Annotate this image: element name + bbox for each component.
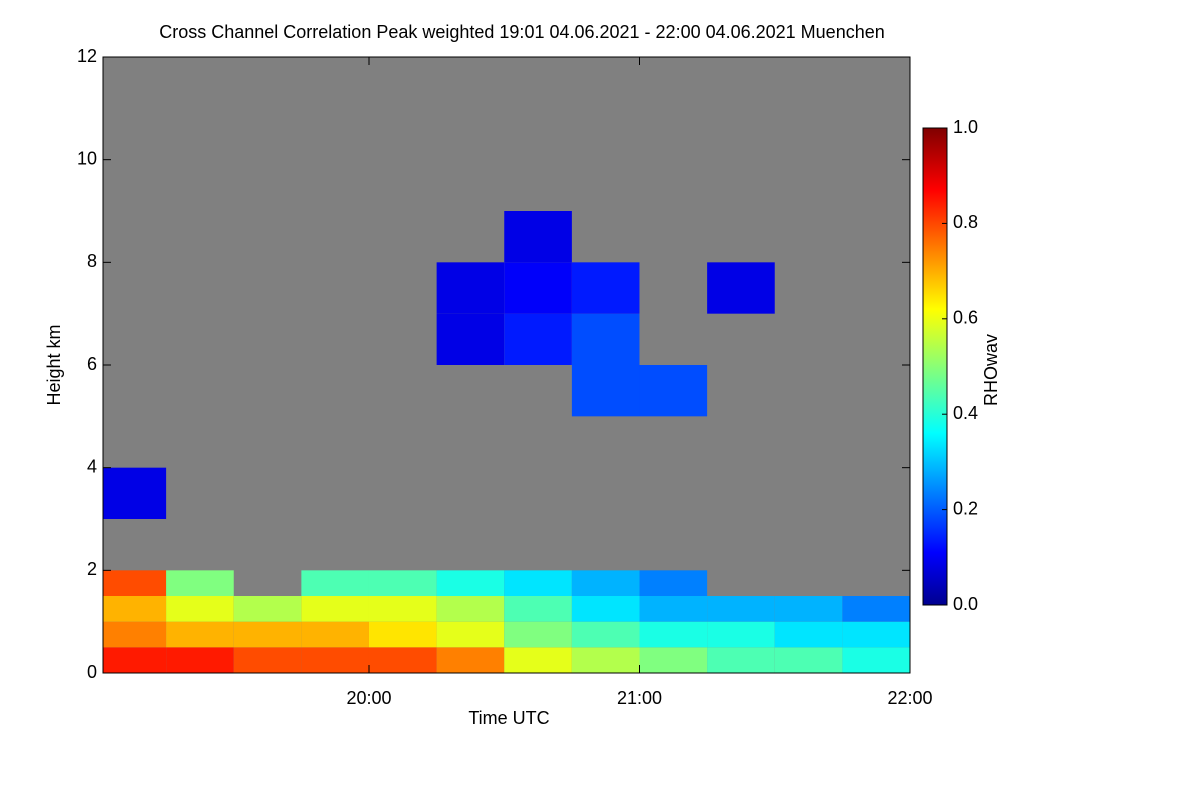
- heatmap-cell: [571, 262, 640, 314]
- colorbar: [922, 127, 948, 606]
- colorbar-tick-label: 0.4: [953, 403, 978, 423]
- heatmap-cell: [571, 596, 640, 622]
- heatmap-cell: [707, 647, 775, 673]
- y-tick-label: 10: [77, 148, 97, 168]
- heatmap-cell: [774, 621, 843, 648]
- heatmap-cell: [368, 596, 437, 622]
- heatmap-cell: [504, 621, 572, 648]
- heatmap-cell: [707, 596, 775, 622]
- heatmap-cell: [166, 647, 234, 673]
- colorbar-tick-label: 0.8: [953, 212, 978, 232]
- heatmap-cell: [436, 596, 505, 622]
- y-tick-label: 0: [87, 662, 97, 682]
- heatmap-cell: [103, 647, 167, 673]
- heatmap-cell: [504, 211, 572, 263]
- heatmap-cell: [368, 647, 437, 673]
- y-tick-label: 12: [77, 46, 97, 66]
- heatmap-cell: [504, 647, 572, 673]
- heatmap-cell: [504, 262, 572, 314]
- heatmap-cell: [774, 647, 843, 673]
- heatmap-cell: [103, 596, 167, 622]
- heatmap-cell: [436, 313, 505, 365]
- heatmap-cell: [233, 621, 302, 648]
- x-tick-label: 20:00: [346, 688, 391, 708]
- heatmap-cell: [842, 647, 910, 673]
- heatmap-cell: [774, 596, 843, 622]
- heatmap-cell: [842, 621, 910, 648]
- heatmap-cell: [233, 647, 302, 673]
- heatmap-cell: [504, 596, 572, 622]
- heatmap-cell: [166, 621, 234, 648]
- colorbar-tick-label: 0.6: [953, 308, 978, 328]
- heatmap-cell: [707, 621, 775, 648]
- heatmap-cell: [571, 313, 640, 365]
- x-tick-label: 21:00: [617, 688, 662, 708]
- heatmap-cell: [436, 621, 505, 648]
- y-axis-label: Height km: [44, 324, 64, 405]
- heatmap-cell: [571, 570, 640, 596]
- heatmap-cell: [103, 621, 167, 648]
- heatmap-cell: [504, 313, 572, 365]
- heatmap-cell: [504, 570, 572, 596]
- heatmap-cell: [301, 647, 369, 673]
- heatmap-cell: [639, 596, 708, 622]
- heatmap-cell: [103, 467, 167, 519]
- heatmap-cell: [436, 570, 505, 596]
- heatmap-cell: [842, 596, 910, 622]
- y-tick-label: 6: [87, 354, 97, 374]
- heatmap-cell: [639, 621, 708, 648]
- heatmap-cell: [368, 570, 437, 596]
- heatmap-cell: [571, 365, 640, 417]
- heatmap-cell: [103, 570, 167, 596]
- heatmap-cell: [639, 365, 708, 417]
- y-tick-label: 8: [87, 251, 97, 271]
- heatmap-cell: [301, 596, 369, 622]
- colorbar-tick-label: 0.0: [953, 594, 978, 614]
- colorbar-tick-label: 0.2: [953, 498, 978, 518]
- heatmap-cell: [166, 596, 234, 622]
- heatmap-cell: [571, 647, 640, 673]
- x-tick-label: 22:00: [887, 688, 932, 708]
- heatmap-cell: [639, 647, 708, 673]
- heatmap-cell: [436, 647, 505, 673]
- colorbar-label: RHOwav: [981, 334, 1001, 406]
- heatmap-cell: [707, 262, 775, 314]
- heatmap-cell: [166, 570, 234, 596]
- heatmap-cell: [571, 621, 640, 648]
- y-tick-label: 2: [87, 559, 97, 579]
- heatmap-cell: [639, 570, 708, 596]
- y-tick-label: 4: [87, 456, 97, 476]
- colorbar-tick-label: 1.0: [953, 117, 978, 137]
- chart-title: Cross Channel Correlation Peak weighted …: [159, 22, 885, 42]
- heatmap-cell: [436, 262, 505, 314]
- heatmap-cell: [368, 621, 437, 648]
- heatmap-cell: [233, 596, 302, 622]
- heatmap-cell: [301, 621, 369, 648]
- x-axis-label: Time UTC: [468, 708, 549, 728]
- heatmap-cell: [301, 570, 369, 596]
